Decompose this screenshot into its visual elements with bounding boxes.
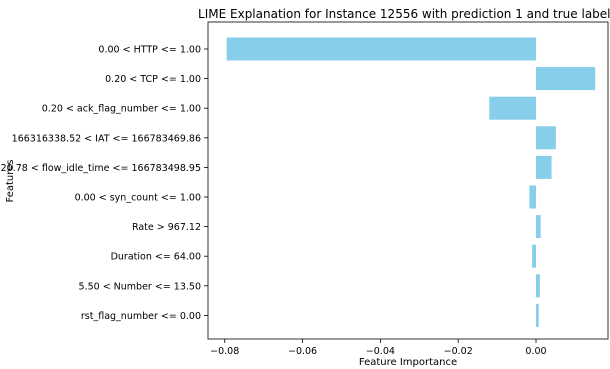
y-tick-label: 0.20 < ack_flag_number <= 1.00	[42, 104, 201, 115]
y-tick-label: 5.50 < Number <= 13.50	[79, 281, 201, 292]
bar-3	[536, 126, 556, 150]
x-tick-label: −0.04	[366, 346, 395, 357]
x-tick-labels: −0.08 −0.06 −0.04 −0.02 0.00	[210, 339, 547, 357]
y-tick-label: rst_flag_number <= 0.00	[81, 311, 201, 322]
y-tick-label: Rate > 967.12	[132, 222, 201, 233]
y-axis-label: Features	[5, 160, 16, 203]
plot-frame	[207, 21, 609, 340]
bar-9	[536, 303, 539, 327]
bar-1	[536, 67, 596, 91]
x-axis-label: Feature Importance	[359, 357, 457, 368]
y-tick-label: 20.78 < flow_idle_time <= 166783498.95	[1, 163, 201, 174]
bar-7	[532, 244, 537, 268]
bar-0	[226, 37, 537, 61]
x-tick-label: −0.08	[210, 346, 239, 357]
bar-6	[536, 215, 541, 239]
bar-4	[536, 155, 552, 179]
chart-title: LIME Explanation for Instance 12556 with…	[198, 7, 610, 21]
bars-group	[226, 37, 596, 327]
y-tick-label: Duration <= 64.00	[111, 252, 201, 263]
y-tick-labels: 0.00 < HTTP <= 1.00 0.20 < TCP <= 1.00 0.2…	[1, 45, 208, 322]
x-tick-label: −0.06	[288, 346, 317, 357]
y-tick-label: 0.00 < HTTP <= 1.00	[98, 45, 201, 56]
y-tick-label: 0.20 < TCP <= 1.00	[105, 74, 201, 85]
y-tick-label: 0.00 < syn_count <= 1.00	[75, 193, 201, 204]
bar-2	[489, 96, 537, 120]
y-tick-label: 166316338.52 < IAT <= 166783469.86	[12, 133, 201, 144]
bar-5	[529, 185, 537, 209]
x-tick-label: 0.00	[525, 346, 546, 357]
x-tick-label: −0.02	[444, 346, 473, 357]
bar-8	[536, 274, 540, 298]
